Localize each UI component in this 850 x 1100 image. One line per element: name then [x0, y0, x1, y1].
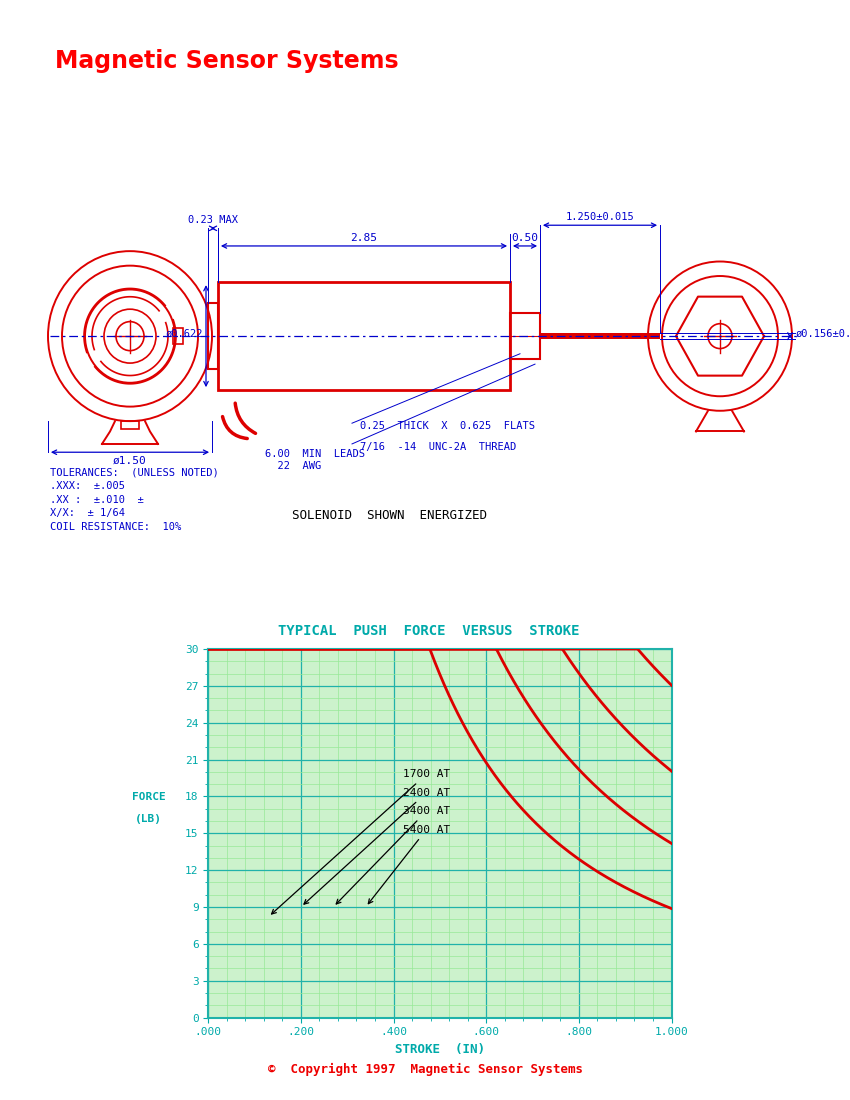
Text: (LB): (LB) [135, 814, 162, 825]
Text: FORCE: FORCE [132, 792, 166, 803]
Text: ©  Copyright 1997  Magnetic Sensor Systems: © Copyright 1997 Magnetic Sensor Systems [268, 1063, 582, 1076]
Text: 5400 AT: 5400 AT [368, 825, 450, 904]
Text: .XX :  ±.010  ±: .XX : ±.010 ± [50, 495, 144, 505]
X-axis label: STROKE  (IN): STROKE (IN) [395, 1043, 484, 1056]
Text: ø1.50: ø1.50 [113, 455, 147, 465]
Text: TYPICAL  PUSH  FORCE  VERSUS  STROKE: TYPICAL PUSH FORCE VERSUS STROKE [279, 625, 580, 638]
Text: 0.23 MAX: 0.23 MAX [188, 216, 238, 225]
Text: 1700 AT: 1700 AT [271, 769, 450, 914]
Text: 7/16  -14  UNC-2A  THREAD: 7/16 -14 UNC-2A THREAD [360, 442, 516, 452]
Bar [208, 302, 218, 370]
Text: 0.25  THICK  X  0.625  FLATS: 0.25 THICK X 0.625 FLATS [360, 421, 535, 431]
Bar [173, 328, 183, 344]
Text: 0.50: 0.50 [512, 233, 539, 243]
Text: ø0.622: ø0.622 [166, 329, 203, 339]
Bar [540, 333, 660, 339]
Text: Magnetic Sensor Systems: Magnetic Sensor Systems [55, 50, 399, 73]
Text: SOLENOID  SHOWN  ENERGIZED: SOLENOID SHOWN ENERGIZED [292, 509, 488, 522]
Text: 3400 AT: 3400 AT [337, 806, 450, 904]
Text: COIL RESISTANCE:  10%: COIL RESISTANCE: 10% [50, 521, 181, 531]
Text: 6.00  MIN  LEADS
  22  AWG: 6.00 MIN LEADS 22 AWG [265, 449, 365, 471]
Text: 1.250±0.015: 1.250±0.015 [565, 212, 634, 222]
Text: X/X:  ± 1/64: X/X: ± 1/64 [50, 508, 125, 518]
Text: TOLERANCES:  (UNLESS NOTED): TOLERANCES: (UNLESS NOTED) [50, 468, 218, 477]
Text: ø0.156±0.003: ø0.156±0.003 [796, 329, 850, 339]
Text: .XXX:  ±.005: .XXX: ±.005 [50, 482, 125, 492]
Bar [218, 283, 510, 390]
Text: 2400 AT: 2400 AT [304, 788, 450, 904]
Text: 2.85: 2.85 [350, 233, 377, 243]
Bar [121, 421, 139, 429]
Bar [510, 314, 540, 359]
